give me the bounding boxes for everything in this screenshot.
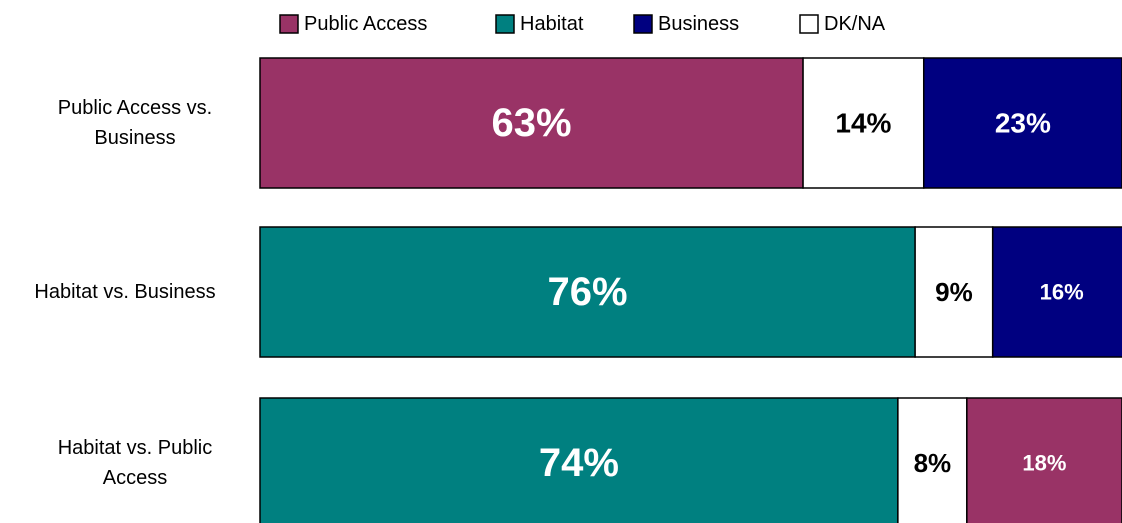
category-label: Habitat vs. Business <box>34 281 216 303</box>
category-label: Habitat vs. Public Access <box>57 437 213 489</box>
data-label: 76% <box>548 270 628 314</box>
data-label: 16% <box>1040 280 1084 305</box>
data-label: 9% <box>935 277 973 307</box>
legend-swatch <box>799 14 819 34</box>
legend-label: Public Access <box>304 13 427 35</box>
bar-segment <box>259 397 899 523</box>
legend-label: Business <box>658 13 739 35</box>
bar-segment <box>922 57 1122 189</box>
data-label: 14% <box>835 108 891 139</box>
data-label: 23% <box>995 108 1051 139</box>
data-label: 74% <box>539 441 619 485</box>
bar-segment <box>897 397 968 523</box>
legend-label: DK/NA <box>824 13 886 35</box>
data-label: 8% <box>914 448 952 478</box>
bar-segment <box>259 226 916 358</box>
category-label: Public Access vs. Business <box>57 97 213 149</box>
bar-segment <box>914 226 994 358</box>
bar-segment <box>966 397 1122 523</box>
legend-swatch <box>633 14 653 34</box>
bar-segment <box>991 226 1122 358</box>
bar-segment <box>259 57 804 189</box>
legend-swatch <box>279 14 299 34</box>
legend-label: Habitat <box>520 13 584 35</box>
data-label: 18% <box>1022 451 1066 476</box>
legend-swatch <box>495 14 515 34</box>
data-label: 63% <box>491 101 571 145</box>
bar-segment <box>802 57 925 189</box>
